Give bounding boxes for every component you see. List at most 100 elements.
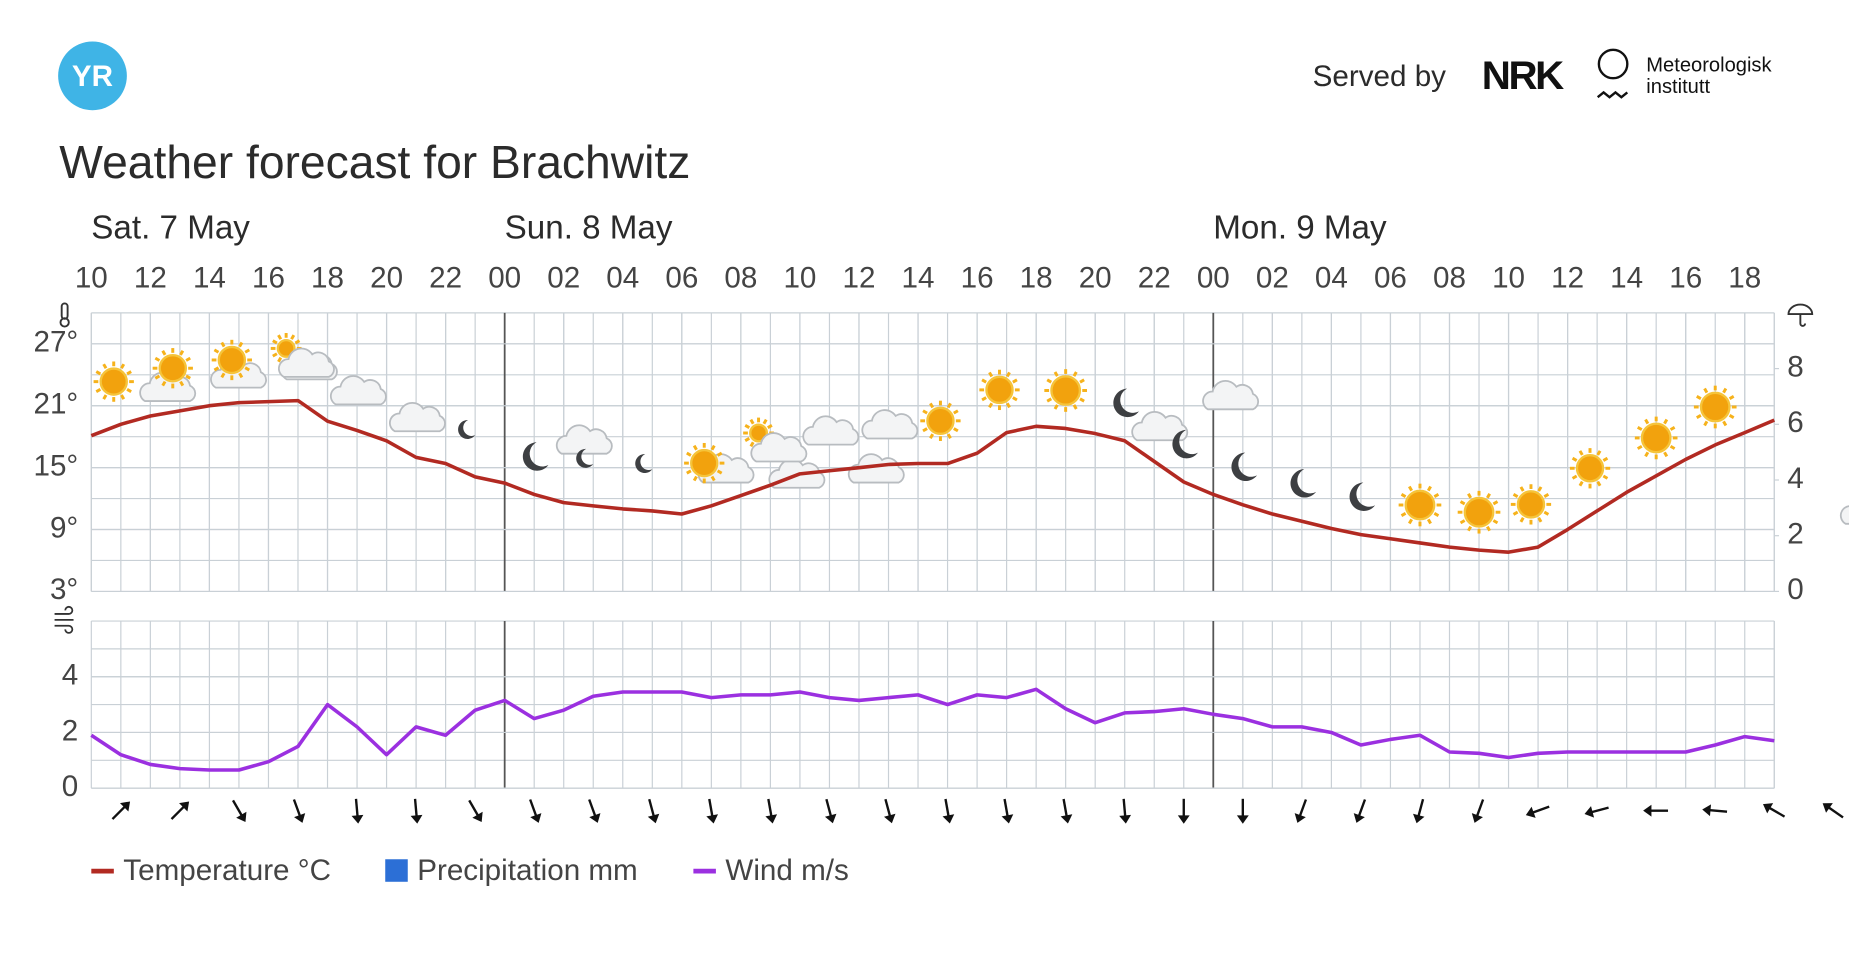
sun-ray: [1519, 516, 1525, 523]
sun-ray: [1053, 371, 1059, 377]
sun: [217, 345, 247, 375]
sun-ray: [762, 418, 768, 425]
umbrella-icon: [1787, 303, 1814, 327]
wind-arrow: [468, 799, 483, 822]
wind-arrow: [1001, 798, 1014, 824]
x-tick-label: 08: [724, 262, 757, 295]
sun-ray: [1512, 510, 1519, 516]
x-tick-label: 12: [1551, 262, 1584, 295]
sun-ray: [1433, 512, 1440, 517]
wind-arrow: [1822, 803, 1844, 819]
arrow-head: [706, 814, 719, 824]
sun-ray: [1578, 480, 1584, 487]
sun-ray: [1722, 387, 1728, 394]
sun-ray: [1492, 519, 1499, 525]
moon: [1172, 429, 1198, 459]
sun-ray: [220, 372, 226, 379]
sun: [1404, 489, 1436, 521]
met-logo: [1597, 48, 1629, 80]
sun-ray: [1400, 493, 1407, 498]
x-tick-label: 10: [783, 262, 816, 295]
met-name: Meteorologisk: [1646, 55, 1772, 77]
moon: [1113, 388, 1139, 418]
arrow-head: [294, 813, 306, 823]
weather-icon: [1510, 484, 1849, 525]
weather-icon: [270, 333, 335, 378]
yr-logo-text: YR: [72, 60, 113, 93]
wind-tick-label: 0: [62, 770, 78, 803]
y-tick-label: 3°: [50, 573, 78, 606]
wind-arrow: [1353, 799, 1367, 823]
sun-ray: [1486, 525, 1491, 532]
day-label: Sat. 7 May: [91, 210, 250, 247]
sun-ray: [929, 433, 935, 440]
x-tick-label: 06: [665, 262, 698, 295]
sun-ray: [102, 394, 108, 400]
sun-ray: [1703, 387, 1709, 394]
sun-ray: [749, 418, 755, 425]
arrow-head: [1822, 803, 1833, 813]
weather-icon: [802, 415, 860, 446]
weather-icon: [861, 409, 919, 440]
y2-tick-label: 8: [1787, 350, 1803, 383]
weather-icon: [1693, 385, 1737, 429]
weather-icon: [1172, 429, 1198, 459]
y2-tick-label: 0: [1787, 573, 1803, 606]
sun-ray: [277, 356, 283, 363]
sun-ray: [102, 363, 108, 370]
sun-ray: [161, 380, 167, 387]
x-tick-label: 00: [488, 262, 521, 295]
sun-ray: [95, 388, 102, 393]
sun-ray: [692, 475, 698, 482]
weather-icon: [684, 442, 905, 484]
sun-ray: [185, 356, 191, 362]
x-tick-label: 22: [429, 262, 462, 295]
sun: [749, 423, 769, 443]
series-line: [90, 687, 1775, 772]
weather-icon: [743, 417, 808, 463]
sun-ray: [988, 402, 994, 409]
arrow-head: [351, 814, 364, 824]
sun-ray: [1426, 485, 1432, 492]
arrow-head: [647, 813, 660, 824]
x-tick-label: 00: [1197, 262, 1230, 295]
sun-ray: [244, 348, 251, 354]
x-tick-label: 04: [606, 262, 639, 295]
x-tick-label: 20: [1079, 262, 1112, 295]
sun-ray: [1046, 397, 1053, 403]
sun: [1575, 454, 1605, 483]
cloud: [329, 375, 387, 406]
sun-ray: [1459, 519, 1466, 525]
sun: [926, 406, 955, 436]
wind-arrow: [292, 799, 306, 823]
moon: [576, 448, 594, 468]
weather-icon: [329, 375, 387, 406]
x-tick-label: 16: [1669, 262, 1702, 295]
x-tick-label: 10: [75, 262, 108, 295]
sun-ray: [1543, 493, 1550, 498]
sun: [99, 367, 128, 396]
sun-ray: [716, 469, 723, 475]
sun: [1463, 496, 1495, 528]
x-tick-label: 22: [1138, 262, 1171, 295]
sun-ray: [1433, 493, 1440, 498]
sun-ray: [1696, 414, 1702, 419]
sun-ray: [1459, 500, 1466, 506]
sun-ray: [1486, 493, 1491, 499]
sun-ray: [922, 427, 928, 433]
arrow-head: [1702, 804, 1712, 817]
nrk-logo: NRK: [1482, 53, 1564, 98]
arrow-head: [824, 813, 837, 824]
arrow-head: [179, 801, 190, 812]
sun-ray: [1596, 480, 1602, 487]
sun-ray: [1571, 456, 1578, 462]
arrow-head: [765, 814, 778, 824]
arrow-head: [410, 814, 423, 824]
wind-arrow: [111, 801, 131, 820]
arrow-head: [1119, 814, 1132, 824]
cloud: [1839, 505, 1849, 525]
arrow-head: [1413, 813, 1425, 824]
sun-ray: [1669, 444, 1676, 450]
sun-ray: [120, 394, 126, 400]
